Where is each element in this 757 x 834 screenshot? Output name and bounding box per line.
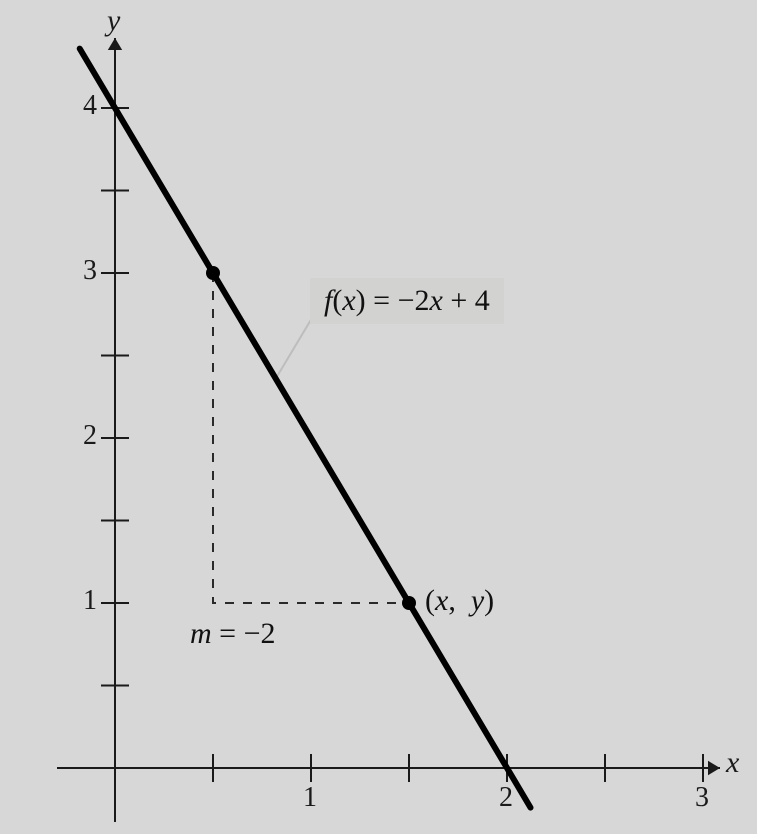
y-tick-label: 1	[83, 585, 97, 617]
y-tick-label: 4	[83, 90, 97, 122]
equation-label: f(x) = −2x + 4	[310, 278, 504, 324]
y-tick-label: 3	[83, 255, 97, 287]
x-tick-label: 1	[303, 782, 317, 814]
point-label: (x, y)	[425, 584, 494, 618]
slope-rest: = −2	[212, 617, 276, 650]
slope-annotation: m = −2	[190, 617, 276, 651]
x-tick-label: 3	[695, 782, 709, 814]
x-tick-label: 2	[499, 782, 513, 814]
y-axis-label: y	[107, 4, 120, 38]
equation-text-rest: (x) = −2x + 4	[332, 284, 489, 317]
y-tick-label: 2	[83, 420, 97, 452]
chart-svg	[0, 0, 757, 834]
slope-m: m	[190, 617, 212, 650]
chart-canvas: x y f(x) = −2x + 4 m = −2 (x, y) 1 2 3 1 2 3 4	[0, 0, 757, 834]
x-axis-label: x	[726, 746, 739, 780]
